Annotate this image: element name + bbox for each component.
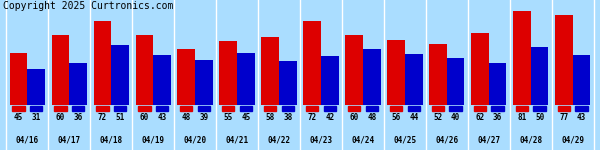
Text: 04/17: 04/17: [58, 136, 81, 145]
Bar: [365, 106, 378, 111]
Bar: [136, 35, 153, 105]
Text: 04/28: 04/28: [519, 136, 542, 145]
Text: 39: 39: [199, 113, 209, 122]
Bar: [491, 106, 504, 111]
Bar: [323, 106, 336, 111]
Text: 62: 62: [475, 113, 485, 122]
Text: 36: 36: [73, 113, 83, 122]
Bar: [348, 106, 360, 111]
Text: 72: 72: [308, 113, 317, 122]
Text: 04/29: 04/29: [561, 136, 584, 145]
Bar: [306, 106, 319, 111]
Bar: [432, 106, 444, 111]
Bar: [575, 106, 588, 111]
Text: 04/21: 04/21: [226, 136, 248, 145]
Bar: [447, 58, 464, 105]
Text: 51: 51: [115, 113, 125, 122]
Text: 52: 52: [433, 113, 443, 122]
Bar: [264, 106, 277, 111]
Text: 45: 45: [241, 113, 250, 122]
Bar: [489, 63, 506, 105]
Text: 04/18: 04/18: [100, 136, 123, 145]
Bar: [321, 56, 338, 105]
Bar: [153, 55, 171, 105]
Bar: [513, 11, 531, 105]
Bar: [178, 49, 195, 105]
Text: 04/26: 04/26: [435, 136, 458, 145]
Bar: [279, 61, 296, 105]
Text: 38: 38: [283, 113, 292, 122]
Text: 48: 48: [182, 113, 191, 122]
Text: 60: 60: [140, 113, 149, 122]
Text: Copyright 2025 Curtronics.com: Copyright 2025 Curtronics.com: [3, 1, 173, 11]
Bar: [429, 44, 447, 105]
Text: 04/24: 04/24: [352, 136, 374, 145]
Text: 50: 50: [535, 113, 544, 122]
Text: 40: 40: [451, 113, 460, 122]
Bar: [198, 106, 210, 111]
Text: 04/19: 04/19: [142, 136, 165, 145]
Bar: [516, 106, 528, 111]
Bar: [111, 45, 129, 105]
Text: 60: 60: [350, 113, 359, 122]
Text: 45: 45: [14, 113, 23, 122]
Text: 81: 81: [517, 113, 527, 122]
Text: 04/23: 04/23: [310, 136, 332, 145]
Text: 60: 60: [56, 113, 65, 122]
Text: 36: 36: [493, 113, 502, 122]
Bar: [69, 63, 87, 105]
Bar: [52, 35, 69, 105]
Text: 48: 48: [367, 113, 376, 122]
Bar: [96, 106, 109, 111]
Bar: [390, 106, 402, 111]
Bar: [474, 106, 486, 111]
Bar: [346, 35, 363, 105]
Bar: [240, 106, 252, 111]
Bar: [220, 41, 237, 105]
Bar: [222, 106, 235, 111]
Bar: [30, 106, 42, 111]
Text: 42: 42: [325, 113, 334, 122]
Text: 04/16: 04/16: [16, 136, 39, 145]
Bar: [363, 49, 380, 105]
Bar: [138, 106, 151, 111]
Bar: [387, 40, 405, 105]
Text: 58: 58: [266, 113, 275, 122]
Bar: [405, 54, 422, 105]
Bar: [281, 106, 294, 111]
Bar: [533, 106, 546, 111]
Bar: [27, 69, 45, 105]
Text: 72: 72: [98, 113, 107, 122]
Bar: [262, 37, 279, 105]
Bar: [558, 106, 570, 111]
Bar: [12, 106, 25, 111]
Text: 04/25: 04/25: [394, 136, 416, 145]
Text: 43: 43: [157, 113, 167, 122]
Text: 31: 31: [31, 113, 41, 122]
Text: 04/20: 04/20: [184, 136, 206, 145]
Text: 77: 77: [559, 113, 569, 122]
Bar: [573, 55, 590, 105]
Bar: [407, 106, 420, 111]
Text: 56: 56: [391, 113, 401, 122]
Bar: [304, 21, 321, 105]
Bar: [531, 47, 548, 105]
Bar: [54, 106, 67, 111]
Bar: [471, 33, 489, 105]
Bar: [156, 106, 168, 111]
Text: 55: 55: [224, 113, 233, 122]
Text: 43: 43: [577, 113, 586, 122]
Text: 44: 44: [409, 113, 418, 122]
Bar: [555, 15, 573, 105]
Bar: [114, 106, 126, 111]
Bar: [10, 52, 27, 105]
Bar: [180, 106, 193, 111]
Bar: [72, 106, 84, 111]
Text: 04/22: 04/22: [268, 136, 290, 145]
Bar: [195, 60, 213, 105]
Bar: [94, 21, 111, 105]
Bar: [237, 52, 254, 105]
Text: 04/27: 04/27: [477, 136, 500, 145]
Bar: [449, 106, 462, 111]
